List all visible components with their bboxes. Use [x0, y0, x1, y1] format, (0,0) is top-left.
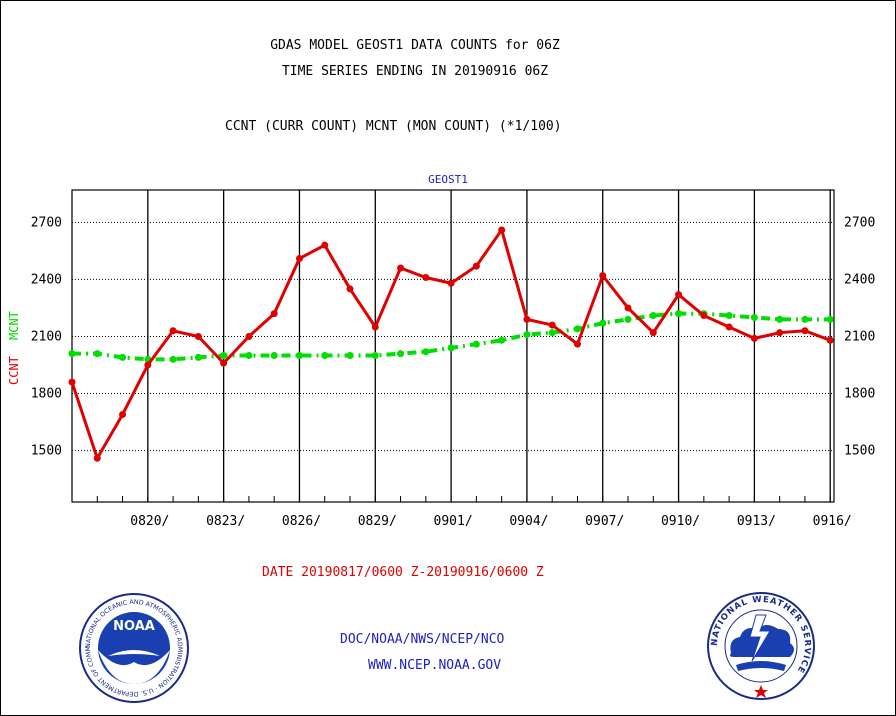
y-tick-label-right: 1500 [844, 444, 875, 459]
data-point-ccnt [346, 285, 354, 293]
data-point-ccnt [447, 279, 455, 287]
data-point-mcnt [649, 312, 657, 320]
data-point-mcnt [776, 315, 784, 323]
y-tick-label-right: 2700 [844, 215, 875, 230]
data-point-mcnt [119, 353, 127, 361]
x-tick-label: 0916/ [813, 514, 852, 529]
data-point-ccnt [675, 291, 683, 299]
data-point-mcnt [245, 352, 253, 360]
data-point-ccnt [624, 304, 632, 312]
x-tick-label: 0901/ [434, 514, 473, 529]
data-point-mcnt [346, 352, 354, 360]
data-point-ccnt [144, 361, 152, 369]
y-tick-label-right: 1800 [844, 387, 875, 402]
data-point-ccnt [573, 340, 581, 348]
data-point-mcnt [472, 340, 480, 348]
data-point-ccnt [523, 315, 531, 323]
data-point-ccnt [826, 336, 834, 344]
data-point-mcnt [220, 352, 228, 360]
data-point-mcnt [169, 355, 177, 363]
y-tick-label-left: 1500 [31, 444, 62, 459]
y-tick-label-right: 2400 [844, 272, 875, 287]
y-tick-label-right: 2100 [844, 329, 875, 344]
data-point-mcnt [548, 329, 556, 337]
data-point-mcnt [397, 350, 405, 358]
data-point-mcnt [447, 344, 455, 352]
data-point-mcnt [624, 315, 632, 323]
data-point-ccnt [422, 274, 430, 282]
data-point-mcnt [573, 325, 581, 333]
data-point-mcnt [194, 353, 202, 361]
y-tick-label-left: 2700 [31, 215, 62, 230]
data-point-ccnt [295, 254, 303, 262]
data-point-mcnt [725, 312, 733, 320]
y-tick-label-left: 2400 [31, 272, 62, 287]
data-point-mcnt [826, 315, 834, 323]
data-point-ccnt [776, 329, 784, 337]
data-point-mcnt [599, 319, 607, 327]
data-point-mcnt [523, 331, 531, 339]
nws-logo: NATIONAL WEATHER SERVICE [707, 592, 815, 700]
data-point-ccnt [270, 310, 278, 318]
data-point-ccnt [397, 264, 405, 272]
y-tick-label-left: 2100 [31, 329, 62, 344]
x-tick-label: 0904/ [509, 514, 548, 529]
chart-title-line2: TIME SERIES ENDING IN 20190916 06Z [281, 64, 549, 79]
x-tick-label: 0826/ [282, 514, 321, 529]
data-point-ccnt [119, 410, 127, 418]
data-point-ccnt [169, 327, 177, 335]
data-point-mcnt [68, 350, 76, 358]
chart-title-line1: GDAS MODEL GEOST1 DATA COUNTS for 06Z [270, 38, 560, 53]
data-point-ccnt [801, 327, 809, 335]
data-point-ccnt [599, 272, 607, 280]
data-point-ccnt [194, 332, 202, 340]
data-point-ccnt [93, 454, 101, 462]
y-axis-label-ccnt: CCNT [7, 356, 21, 385]
date-range-label: DATE 20190817/0600 Z-20190916/0600 Z [262, 565, 544, 580]
chart-series-title: GEOST1 [428, 173, 468, 186]
data-point-mcnt [675, 310, 683, 318]
data-point-ccnt [371, 323, 379, 331]
data-point-ccnt [321, 241, 329, 249]
data-point-mcnt [371, 352, 379, 360]
url-label: WWW.NCEP.NOAA.GOV [368, 658, 502, 673]
org-label: DOC/NOAA/NWS/NCEP/NCO [340, 632, 505, 647]
x-tick-label: 0829/ [358, 514, 397, 529]
data-point-ccnt [750, 334, 758, 342]
data-point-mcnt [321, 352, 329, 360]
data-point-ccnt [548, 321, 556, 329]
x-tick-label: 0823/ [206, 514, 245, 529]
data-point-ccnt [725, 323, 733, 331]
data-point-ccnt [220, 359, 228, 367]
data-point-mcnt [801, 315, 809, 323]
data-point-ccnt [649, 329, 657, 337]
y-tick-label-left: 1800 [31, 387, 62, 402]
plot-area [71, 189, 835, 503]
data-point-mcnt [498, 336, 506, 344]
data-point-ccnt [472, 262, 480, 270]
data-point-ccnt [498, 226, 506, 234]
data-point-mcnt [295, 352, 303, 360]
data-point-mcnt [422, 348, 430, 356]
x-tick-label: 0907/ [585, 514, 624, 529]
y-axis-label-mcnt: MCNT [7, 311, 21, 340]
data-point-mcnt [270, 352, 278, 360]
data-point-mcnt [750, 313, 758, 321]
data-point-mcnt [93, 350, 101, 358]
x-tick-label: 0913/ [737, 514, 776, 529]
chart-subtitle: CCNT (CURR COUNT) MCNT (MON COUNT) (*1/1… [225, 119, 562, 134]
x-tick-label: 0910/ [661, 514, 700, 529]
noaa-logo: NATIONAL OCEANIC AND ATMOSPHERIC ADMINIS… [78, 592, 189, 703]
data-point-ccnt [245, 332, 253, 340]
data-point-ccnt [700, 312, 708, 320]
x-tick-label: 0820/ [130, 514, 169, 529]
data-point-ccnt [68, 378, 76, 386]
noaa-logo-text: NOAA [113, 619, 155, 634]
